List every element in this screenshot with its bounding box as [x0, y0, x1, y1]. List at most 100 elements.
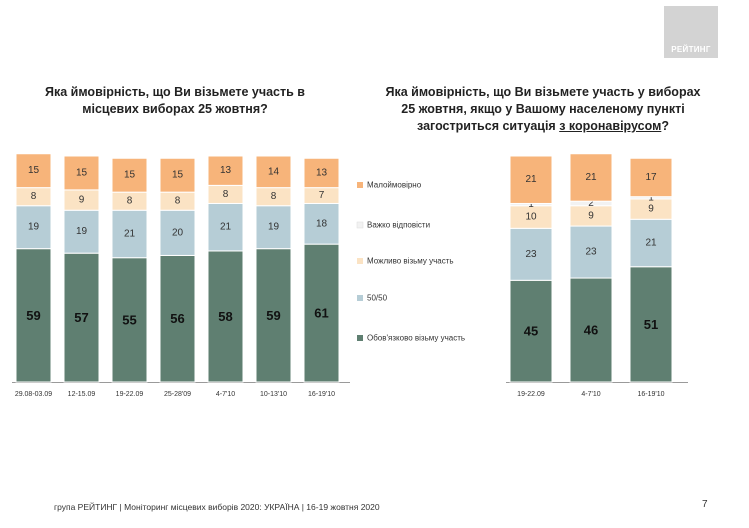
data-label-50-50-1-1: 23 [585, 247, 597, 258]
legend-swatch-2 [357, 258, 363, 264]
chart-title-right: Яка ймовірність, що Ви візьмете участь у… [378, 84, 708, 135]
data-label-50-50-0-4: 21 [220, 222, 232, 233]
data-label-важко-відповісти-1-0: 1 [528, 199, 534, 210]
legend-swatch-0 [357, 182, 363, 188]
data-label-малоймовірно-0-6: 13 [316, 167, 328, 178]
data-label-можливо-візьму-участь-0-5: 8 [271, 191, 277, 202]
bar-segment-50-50-0-3 [159, 209, 196, 256]
legend-label-3: 50/50 [367, 294, 388, 303]
category-label-1-2: 16-19'10 [637, 391, 664, 398]
category-label-0-0: 29.08-03.09 [15, 391, 52, 398]
data-label-50-50-1-2: 21 [645, 238, 657, 249]
bar-segment-50-50-1-2 [629, 218, 673, 268]
data-label-малоймовірно-0-4: 13 [220, 165, 232, 176]
chart-title-right-line3-suffix: ? [661, 119, 669, 133]
data-label-малоймовірно-1-2: 17 [645, 172, 657, 183]
data-label-можливо-візьму-участь-1-0: 10 [525, 212, 537, 223]
bar-segment-малоймовірно-1-2 [629, 157, 673, 198]
category-label-1-1: 4-7'10 [581, 391, 600, 398]
bar-segment-малоймовірно-1-1 [569, 153, 613, 202]
bar-segment-малоймовірно-0-3 [159, 157, 196, 193]
bar-segment-малоймовірно-0-6 [303, 157, 340, 189]
data-label-можливо-візьму-участь-0-1: 9 [79, 195, 85, 206]
legend-swatch-3 [357, 295, 363, 301]
data-label-обов-язково-візьму-участь-0-5: 59 [266, 308, 280, 323]
category-label-0-4: 4-7'10 [216, 391, 235, 398]
legend-label-0: Малоймовірно [367, 181, 422, 190]
bar-segment-малоймовірно-0-1 [63, 155, 100, 191]
data-label-обов-язково-візьму-участь-1-2: 51 [644, 317, 658, 332]
chart-title-left: Яка ймовірність, що Ви візьмете участь в… [20, 84, 330, 118]
bar-segment-50-50-0-6 [303, 202, 340, 245]
data-label-50-50-1-0: 23 [525, 249, 537, 260]
bar-segment-обов-язково-візьму-участь-0-3 [159, 254, 196, 383]
bar-segment-обов-язково-візьму-участь-0-6 [303, 243, 340, 383]
data-label-малоймовірно-0-2: 15 [124, 170, 136, 181]
bar-segment-50-50-0-2 [111, 209, 148, 259]
legend-label-2: Можливо візьму участь [367, 257, 454, 266]
logo-text: РЕЙТИНГ [671, 45, 711, 54]
legend-label-1: Важко відповісти [367, 221, 430, 230]
data-label-можливо-візьму-участь-0-4: 8 [223, 189, 229, 200]
data-label-обов-язково-візьму-участь-0-6: 61 [314, 306, 328, 321]
bar-segment-обов-язково-візьму-участь-0-5 [255, 248, 292, 383]
category-label-0-3: 25-28'09 [164, 391, 191, 398]
chart-title-right-line3: загостриться ситуація з коронавірусом? [378, 118, 708, 135]
bar-segment-50-50-1-1 [569, 225, 613, 279]
data-label-малоймовірно-1-1: 21 [585, 172, 597, 183]
data-label-можливо-візьму-участь-0-0: 8 [31, 191, 37, 202]
bar-segment-малоймовірно-0-4 [207, 155, 244, 186]
data-label-малоймовірно-0-3: 15 [172, 170, 184, 181]
bar-segment-малоймовірно-0-0 [15, 153, 52, 189]
data-label-50-50-0-1: 19 [76, 226, 88, 237]
data-label-малоймовірно-0-0: 15 [28, 165, 40, 176]
bar-segment-малоймовірно-0-2 [111, 157, 148, 193]
data-label-обов-язково-візьму-участь-1-1: 46 [584, 323, 598, 338]
chart-title-right-line2: 25 жовтня, якщо у Вашому населеному пунк… [401, 102, 685, 116]
data-label-можливо-візьму-участь-0-2: 8 [127, 196, 133, 207]
logo: РЕЙТИНГ [664, 6, 718, 58]
bar-segment-обов-язково-візьму-участь-0-4 [207, 250, 244, 383]
legend: Малоймовірно Важко відповісти Можливо візь… [356, 181, 465, 343]
chart-title-left-line1: Яка ймовірність, що Ви візьмете участь в [45, 85, 305, 99]
legend-swatch-1 [356, 221, 364, 229]
data-label-обов-язково-візьму-участь-0-4: 58 [218, 309, 232, 324]
data-label-обов-язково-візьму-участь-0-1: 57 [74, 310, 88, 325]
data-label-обов-язково-візьму-участь-0-2: 55 [122, 312, 136, 327]
data-label-важко-відповісти-1-2: 1 [648, 192, 654, 203]
data-label-50-50-0-5: 19 [268, 222, 280, 233]
bar-segment-обов-язково-візьму-участь-1-2 [629, 266, 673, 383]
category-label-0-6: 16-19'10 [308, 391, 335, 398]
bar-segment-50-50-1-0 [509, 227, 553, 281]
legend-label-4: Обов'язково візьму участь [367, 334, 465, 343]
data-label-можливо-візьму-участь-1-1: 9 [588, 210, 594, 221]
data-label-малоймовірно-0-5: 14 [268, 166, 280, 177]
data-label-50-50-0-2: 21 [124, 228, 136, 239]
data-label-можливо-візьму-участь-1-2: 9 [648, 204, 654, 215]
data-label-важко-відповісти-1-1: 2 [588, 198, 594, 209]
bar-segment-малоймовірно-1-0 [509, 155, 553, 204]
bar-segment-50-50-0-4 [207, 202, 244, 252]
data-label-можливо-візьму-участь-0-6: 7 [319, 190, 325, 201]
bar-segment-обов-язково-візьму-участь-0-0 [15, 248, 52, 383]
chart-title-right-line3-prefix: загостриться ситуація [417, 119, 560, 133]
chart-title-right-line1: Яка ймовірність, що Ви візьмете участь у… [385, 85, 701, 99]
bar-segment-малоймовірно-0-5 [255, 155, 292, 189]
category-label-0-5: 10-13'10 [260, 391, 287, 398]
chart-right: 45231012119-22.09462392214-7'10512191171… [506, 153, 688, 398]
data-label-обов-язково-візьму-участь-1-0: 45 [524, 324, 538, 339]
data-label-50-50-0-6: 18 [316, 218, 328, 229]
chart-title-right-line3-underlined: з коронавірусом [559, 119, 662, 133]
chart-title-left-line2: місцевих виборах 25 жовтня? [82, 102, 268, 116]
footer-text: група РЕЙТИНГ | Моніторинг місцевих вибо… [54, 502, 380, 512]
data-label-можливо-візьму-участь-0-3: 8 [175, 196, 181, 207]
data-label-малоймовірно-1-0: 21 [525, 174, 537, 185]
data-label-50-50-0-0: 19 [28, 222, 40, 233]
bar-segment-обов-язково-візьму-участь-0-1 [63, 252, 100, 383]
category-label-1-0: 19-22.09 [517, 391, 545, 398]
data-label-обов-язково-візьму-участь-0-3: 56 [170, 311, 184, 326]
legend-swatch-4 [357, 335, 363, 341]
data-label-50-50-0-3: 20 [172, 227, 184, 238]
data-label-малоймовірно-0-1: 15 [76, 167, 88, 178]
